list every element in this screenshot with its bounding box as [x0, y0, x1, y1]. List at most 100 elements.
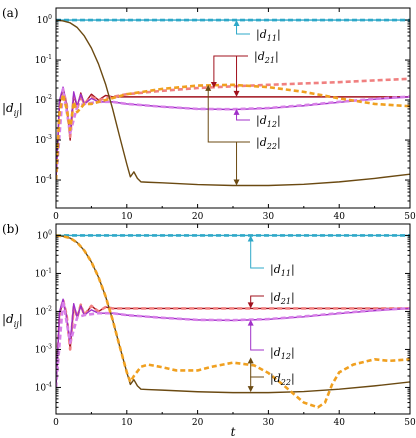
annotation-label: |d22|: [256, 136, 281, 151]
series-line-d22-solid: [56, 19, 410, 187]
x-tick-label: 20: [192, 418, 204, 428]
annotation-arrow-line: [213, 55, 248, 83]
annotation-sub: 11: [281, 269, 291, 278]
x-tick-label: 30: [263, 418, 275, 428]
annotation-label: |d12|: [256, 114, 281, 129]
annotation-main: |d: [270, 263, 281, 277]
annotation-sub: 22: [266, 142, 277, 151]
series-group: [56, 18, 410, 187]
y-tick-label: 10-4: [35, 174, 52, 186]
annotation-d21: |d21|: [210, 50, 279, 97]
y-tick-exp: -1: [46, 54, 52, 61]
annotation-arrow-head: [233, 90, 240, 97]
y-axis-label-sub: ij: [14, 109, 20, 118]
y-tick-label: 10-4: [35, 381, 52, 393]
annotation-sub: 21: [280, 297, 291, 306]
annotation-main: |d: [256, 28, 267, 42]
series-line-d22-solid: [56, 234, 410, 394]
annotation-main: |d: [256, 114, 267, 128]
annotation-main: |d: [270, 291, 281, 305]
annotation-end: |: [291, 372, 295, 386]
x-tick-label: 50: [404, 418, 416, 428]
y-tick-base: 10: [35, 56, 47, 66]
annotation-label: |d22|: [270, 372, 295, 387]
annotation-d12: |d12|: [247, 319, 295, 361]
annotation-end: |: [277, 114, 281, 128]
y-axis-label-main: |d: [2, 101, 14, 115]
annotation-d11: |d11|: [247, 235, 295, 278]
annotation-arrow-head: [247, 319, 254, 326]
y-tick-exp: 0: [48, 229, 52, 236]
annotation-arrow-line: [236, 55, 248, 92]
annotation-arrow-head: [205, 84, 212, 91]
annotation-sub: 12: [267, 120, 277, 129]
annotation-arrow-head: [233, 108, 240, 115]
annotation-main: |d: [270, 346, 281, 360]
x-tick-label: 0: [53, 212, 59, 222]
y-tick-exp: -1: [46, 267, 52, 274]
annotation-main: |d: [270, 372, 281, 386]
y-tick-base: 10: [37, 231, 49, 241]
y-tick-exp: 0: [48, 14, 52, 21]
annotation-arrow-line: [236, 141, 250, 181]
annotation-arrow-head: [233, 179, 240, 186]
y-tick-label: 10-2: [35, 94, 52, 106]
panel-label: (b): [2, 222, 19, 236]
annotation-arrow-line: [207, 89, 250, 143]
y-tick-base: 10: [35, 96, 47, 106]
y-tick-base: 10: [35, 269, 47, 279]
series-line-d12-dashed: [56, 299, 410, 388]
annotation-sub: 12: [281, 352, 291, 361]
panel-b: 0 10 20 30 40 5010010-110-210-310-4(b)|dij|t|…: [2, 222, 416, 438]
y-tick-base: 10: [35, 383, 47, 393]
y-tick-exp: -4: [46, 381, 52, 388]
y-axis-label: |dij|: [2, 312, 23, 329]
x-tick-label: 40: [333, 212, 345, 222]
annotation-end: |: [275, 50, 279, 64]
panel-label: (a): [2, 6, 19, 20]
annotation-d12: |d12|: [233, 108, 281, 129]
annotation-label: |d12|: [270, 346, 295, 361]
annotation-arrow-head: [233, 20, 240, 27]
annotation-sub: 22: [280, 378, 291, 387]
x-tick-label: 10: [121, 212, 133, 222]
y-tick-base: 10: [35, 345, 47, 355]
annotation-end: |: [291, 346, 295, 360]
annotation-arrow-line: [250, 240, 264, 269]
y-axis-label-main: |d: [2, 312, 14, 326]
annotation-label: |d21|: [270, 291, 295, 306]
y-tick-base: 10: [35, 176, 47, 186]
annotation-sub: 11: [267, 34, 277, 43]
annotation-label: |d21|: [254, 50, 279, 65]
y-tick-label: 100: [37, 14, 52, 26]
annotation-label: |d11|: [256, 28, 281, 43]
annotation-end: |: [291, 291, 295, 305]
annotation-d11: |d11|: [233, 20, 281, 43]
y-axis-label-end: |: [19, 101, 23, 115]
annotation-arrow-line: [250, 295, 264, 304]
x-tick-label: 0: [53, 418, 59, 428]
annotation-main: |d: [254, 50, 265, 64]
annotation-d22: |d22|: [247, 357, 295, 393]
y-tick-label: 10-3: [35, 343, 52, 355]
annotation-arrow-line: [250, 324, 264, 351]
annotation-arrow-line: [250, 376, 264, 388]
x-tick-label: 20: [192, 212, 204, 222]
annotation-sub: 21: [264, 56, 275, 65]
series-line-d12-dashed: [56, 87, 410, 181]
annotation-arrow-head: [247, 235, 254, 242]
y-tick-label: 10-2: [35, 305, 52, 317]
y-tick-base: 10: [35, 307, 47, 317]
y-tick-label: 100: [37, 229, 52, 241]
y-tick-base: 10: [35, 136, 47, 146]
y-tick-exp: -2: [46, 305, 52, 312]
annotation-arrow-head: [210, 82, 217, 88]
x-axis-label: t: [231, 425, 236, 438]
annotation-arrow-head: [247, 302, 254, 309]
annotation-arrow-head: [247, 386, 254, 393]
annotation-end: |: [291, 263, 295, 277]
series-line-d22-dashed: [56, 234, 410, 409]
y-tick-base: 10: [37, 16, 49, 26]
y-tick-exp: -4: [46, 174, 52, 181]
